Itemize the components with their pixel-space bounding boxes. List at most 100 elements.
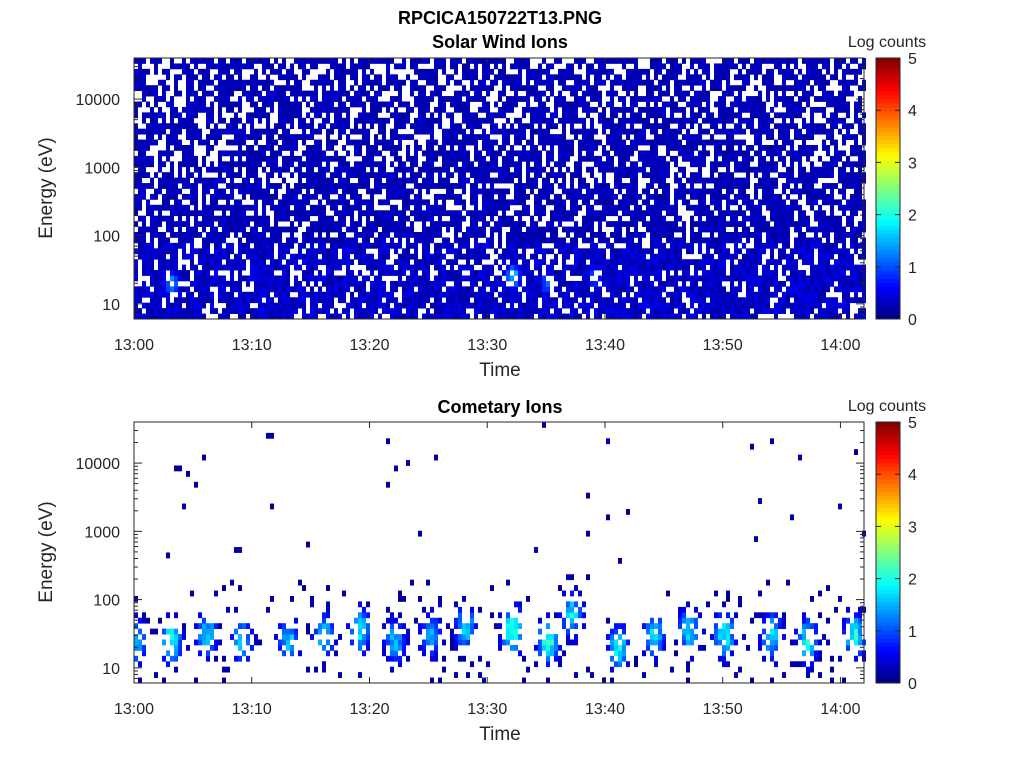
heatmap-cell — [202, 199, 206, 206]
heatmap-cell — [286, 68, 290, 75]
heatmap-cell — [354, 204, 358, 211]
heatmap-cell — [626, 134, 630, 140]
heatmap-cell — [442, 204, 446, 211]
heatmap-cell — [186, 128, 190, 135]
heatmap-cell — [642, 96, 646, 102]
heatmap-cell — [494, 226, 498, 233]
heatmap-cell — [514, 58, 518, 64]
heatmap-cell — [586, 106, 590, 113]
heatmap-cell — [650, 85, 654, 92]
heatmap-cell — [614, 166, 618, 173]
heatmap-cell — [670, 139, 674, 146]
heatmap-cell — [286, 161, 290, 168]
heatmap-cell — [574, 117, 578, 124]
heatmap-cell — [218, 58, 222, 64]
heatmap-cell — [174, 313, 178, 320]
heatmap-cell — [158, 96, 162, 102]
heatmap-cell — [470, 161, 474, 168]
heatmap-cell — [690, 96, 694, 102]
heatmap-cell — [654, 210, 658, 217]
heatmap-cell — [418, 275, 422, 282]
heatmap-cell — [190, 117, 194, 124]
heatmap-cell — [598, 101, 602, 108]
heatmap-cell — [630, 112, 634, 119]
heatmap-cell — [394, 63, 398, 70]
heatmap-cell — [590, 68, 594, 75]
heatmap-cell — [586, 112, 590, 119]
heatmap-cell — [442, 313, 446, 320]
heatmap-cell — [610, 134, 614, 140]
heatmap-cell — [634, 58, 638, 64]
heatmap-cell — [626, 242, 630, 249]
heatmap-cell — [570, 264, 574, 271]
heatmap-cell — [422, 161, 426, 168]
heatmap-cell — [386, 101, 390, 108]
heatmap-cell — [214, 63, 218, 70]
heatmap-cell — [206, 79, 210, 86]
heatmap-cell — [502, 68, 506, 75]
heatmap-cell — [414, 259, 418, 266]
heatmap-cell — [322, 188, 326, 195]
heatmap-cell — [678, 188, 682, 195]
heatmap-cell — [258, 286, 262, 293]
heatmap-cell — [226, 193, 230, 200]
heatmap-cell — [206, 221, 210, 227]
heatmap-cell — [610, 270, 614, 276]
heatmap-cell — [570, 150, 574, 157]
heatmap-cell — [658, 85, 662, 92]
heatmap-cell — [694, 74, 698, 81]
heatmap-cell — [498, 308, 502, 314]
heatmap-cell — [702, 302, 706, 309]
heatmap-cell — [638, 112, 642, 119]
heatmap-cell — [422, 275, 426, 282]
heatmap-cell — [482, 264, 486, 271]
heatmap-cell — [506, 297, 510, 304]
heatmap-cell — [350, 210, 354, 217]
heatmap-cell — [418, 74, 422, 81]
heatmap-cell — [458, 193, 462, 200]
heatmap-cell — [494, 259, 498, 266]
heatmap-cell — [266, 297, 270, 304]
heatmap-cell — [142, 161, 146, 168]
heatmap-cell — [650, 270, 654, 276]
heatmap-cell — [646, 259, 650, 266]
heatmap-cell — [634, 177, 638, 184]
heatmap-cell — [150, 112, 154, 119]
heatmap-cell — [662, 172, 666, 179]
heatmap-cell — [422, 302, 426, 309]
heatmap-cell — [546, 128, 550, 135]
heatmap-cell — [498, 221, 502, 227]
heatmap-cell — [626, 221, 630, 227]
heatmap-cell — [426, 280, 430, 287]
heatmap-cell — [626, 264, 630, 271]
heatmap-cell — [202, 221, 206, 227]
heatmap-cell — [690, 297, 694, 304]
heatmap-cell — [666, 139, 670, 146]
heatmap-cell — [466, 166, 470, 173]
heatmap-cell — [698, 242, 702, 249]
heatmap-cell — [554, 302, 558, 309]
heatmap-cell — [366, 155, 370, 162]
heatmap-cell — [194, 270, 198, 276]
heatmap-cell — [430, 259, 434, 266]
heatmap-cell — [270, 226, 274, 233]
heatmap-cell — [526, 264, 530, 271]
heatmap-cell — [538, 134, 542, 140]
heatmap-cell — [638, 253, 642, 260]
heatmap-cell — [266, 161, 270, 168]
heatmap-cell — [334, 172, 338, 179]
heatmap-cell — [630, 150, 634, 157]
heatmap-cell — [666, 204, 670, 211]
heatmap-cell — [250, 112, 254, 119]
heatmap-cell — [654, 193, 658, 200]
heatmap-cell — [590, 221, 594, 227]
heatmap-cell — [250, 117, 254, 124]
heatmap-cell — [194, 90, 198, 97]
heatmap-cell — [206, 253, 210, 260]
heatmap-cell — [650, 79, 654, 86]
heatmap-cell — [342, 237, 346, 244]
heatmap-cell — [326, 308, 330, 314]
heatmap-cell — [662, 128, 666, 135]
heatmap-cell — [470, 248, 474, 255]
heatmap-cell — [594, 85, 598, 92]
